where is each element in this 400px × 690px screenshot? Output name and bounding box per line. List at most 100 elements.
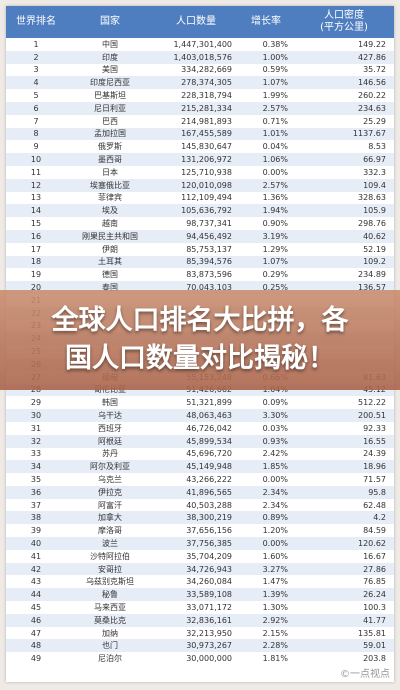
cell-country: 尼泊尔 (98, 654, 122, 664)
cell-rank: 37 (30, 500, 42, 510)
cell-density: 62.48 (363, 500, 386, 510)
cell-density: 76.85 (363, 577, 386, 587)
cell-population: 228,318,794 (181, 91, 232, 101)
cell-country: 波兰 (102, 538, 118, 548)
cell-country: 埃塞俄比亚 (90, 180, 130, 190)
cell-rank: 14 (30, 206, 42, 216)
cell-population: 43,266,222 (186, 474, 232, 484)
cell-density: 136.57 (358, 283, 386, 293)
cell-rank: 42 (30, 564, 42, 574)
cell-population: 334,282,669 (181, 65, 232, 75)
cell-country: 阿根廷 (98, 436, 122, 446)
cell-density: 328.63 (358, 193, 386, 203)
cell-rank: 30 (30, 411, 42, 420)
cell-growth: 0.29% (262, 270, 288, 280)
cell-population: 1,403,018,576 (173, 52, 232, 62)
cell-country: 美国 (102, 65, 118, 75)
cell-rank: 46 (30, 615, 42, 625)
cell-population: 34,726,943 (186, 564, 232, 574)
cell-growth: 1.39% (262, 590, 288, 600)
cell-population: 46,726,042 (186, 423, 232, 433)
cell-growth: 0.00% (262, 538, 288, 548)
cell-population: 32,213,950 (186, 628, 232, 638)
cell-rank: 31 (30, 423, 42, 433)
cell-rank: 10 (30, 155, 42, 165)
cell-country: 印度 (102, 52, 118, 62)
cell-density: 59.01 (363, 641, 386, 651)
table-row: 19 德国 83,873,596 0.29% 234.89 (6, 268, 394, 282)
cell-rank: 4 (33, 78, 39, 88)
cell-country: 墨西哥 (98, 155, 122, 165)
cell-country: 乌干达 (98, 411, 122, 420)
cell-density: 260.22 (358, 91, 386, 101)
cell-rank: 19 (30, 270, 42, 280)
cell-rank: 33 (30, 449, 42, 459)
cell-rank: 38 (30, 513, 42, 523)
cell-rank: 11 (30, 167, 42, 177)
cell-density: 427.86 (358, 52, 386, 62)
cell-rank: 5 (33, 91, 39, 101)
table-row: 40 波兰 37,756,385 0.00% 120.62 (6, 537, 394, 550)
cell-growth: 0.09% (262, 398, 288, 408)
cell-density: 35.72 (363, 65, 386, 75)
table-row: 12 埃塞俄比亚 120,010,098 2.57% 109.4 (6, 178, 394, 192)
cell-density: 298.76 (358, 219, 386, 229)
cell-population: 125,710,938 (181, 167, 232, 177)
cell-population: 51,321,899 (186, 398, 232, 408)
cell-rank: 47 (30, 628, 42, 638)
cell-population: 98,737,341 (186, 219, 232, 229)
cell-rank: 17 (30, 244, 42, 254)
table-row: 31 西班牙 46,726,042 0.03% 92.33 (6, 421, 394, 435)
cell-country: 莫桑比克 (94, 615, 126, 625)
table-row: 46 莫桑比克 32,836,161 2.92% 41.77 (6, 613, 394, 627)
cell-country: 巴西 (102, 116, 118, 126)
title-banner: 全球人口排名大比拼，各 国人口数量对比揭秘！ (0, 290, 400, 390)
cell-population: 30,973,267 (186, 641, 232, 651)
cell-country: 乌克兰 (98, 474, 122, 484)
cell-growth: 2.34% (262, 487, 288, 497)
cell-population: 112,109,494 (181, 193, 232, 203)
cell-population: 41,896,565 (186, 487, 232, 497)
cell-country: 巴基斯坦 (94, 91, 126, 101)
cell-growth: 1.94% (262, 206, 288, 216)
cell-country: 伊拉克 (98, 487, 122, 497)
cell-rank: 9 (33, 142, 39, 152)
table-row: 9 俄罗斯 145,830,647 0.04% 8.53 (6, 140, 394, 154)
table-row: 33 苏丹 45,696,720 2.42% 24.39 (6, 447, 394, 461)
cell-rank: 2 (33, 52, 39, 62)
cell-density: 512.22 (358, 398, 386, 408)
cell-rank: 36 (30, 487, 42, 497)
cell-growth: 0.38% (262, 39, 288, 49)
cell-population: 120,010,098 (181, 180, 232, 190)
cell-population: 48,063,463 (186, 411, 232, 420)
header-density: 人口密度 (平方公里) (320, 10, 368, 33)
cell-country: 孟加拉国 (94, 129, 126, 139)
cell-growth: 2.57% (262, 103, 288, 113)
cell-country: 苏丹 (102, 449, 118, 459)
cell-population: 131,206,972 (181, 155, 232, 165)
cell-density: 52.19 (363, 244, 386, 254)
cell-country: 菲律宾 (98, 193, 122, 203)
cell-density: 71.57 (363, 474, 386, 484)
cell-density: 27.86 (363, 564, 386, 574)
table-row: 5 巴基斯坦 228,318,794 1.99% 260.22 (6, 89, 394, 102)
cell-country: 俄罗斯 (98, 142, 122, 152)
cell-growth: 2.15% (262, 628, 288, 638)
cell-density: 332.3 (363, 167, 386, 177)
table-row: 18 土耳其 85,394,576 1.07% 109.2 (6, 255, 394, 269)
table-row: 48 也门 30,973,267 2.28% 59.01 (6, 639, 394, 653)
cell-density: 16.55 (363, 436, 386, 446)
cell-rank: 16 (30, 231, 42, 241)
cell-growth: 2.34% (262, 500, 288, 510)
cell-country: 乌兹别克斯坦 (86, 577, 134, 587)
table-row: 2 印度 1,403,018,576 1.00% 427.86 (6, 50, 394, 64)
cell-population: 30,000,000 (186, 654, 232, 664)
cell-growth: 1.07% (262, 78, 288, 88)
table-row: 30 乌干达 48,063,463 3.30% 200.51 (6, 409, 394, 422)
table-row: 44 秘鲁 33,589,108 1.39% 26.24 (6, 588, 394, 602)
header-rank: 世界排名 (16, 16, 56, 27)
cell-rank: 20 (30, 283, 42, 293)
cell-country: 泰国 (102, 283, 118, 293)
table-row: 6 尼日利亚 215,281,334 2.57% 234.63 (6, 101, 394, 115)
cell-population: 215,281,334 (181, 103, 232, 113)
